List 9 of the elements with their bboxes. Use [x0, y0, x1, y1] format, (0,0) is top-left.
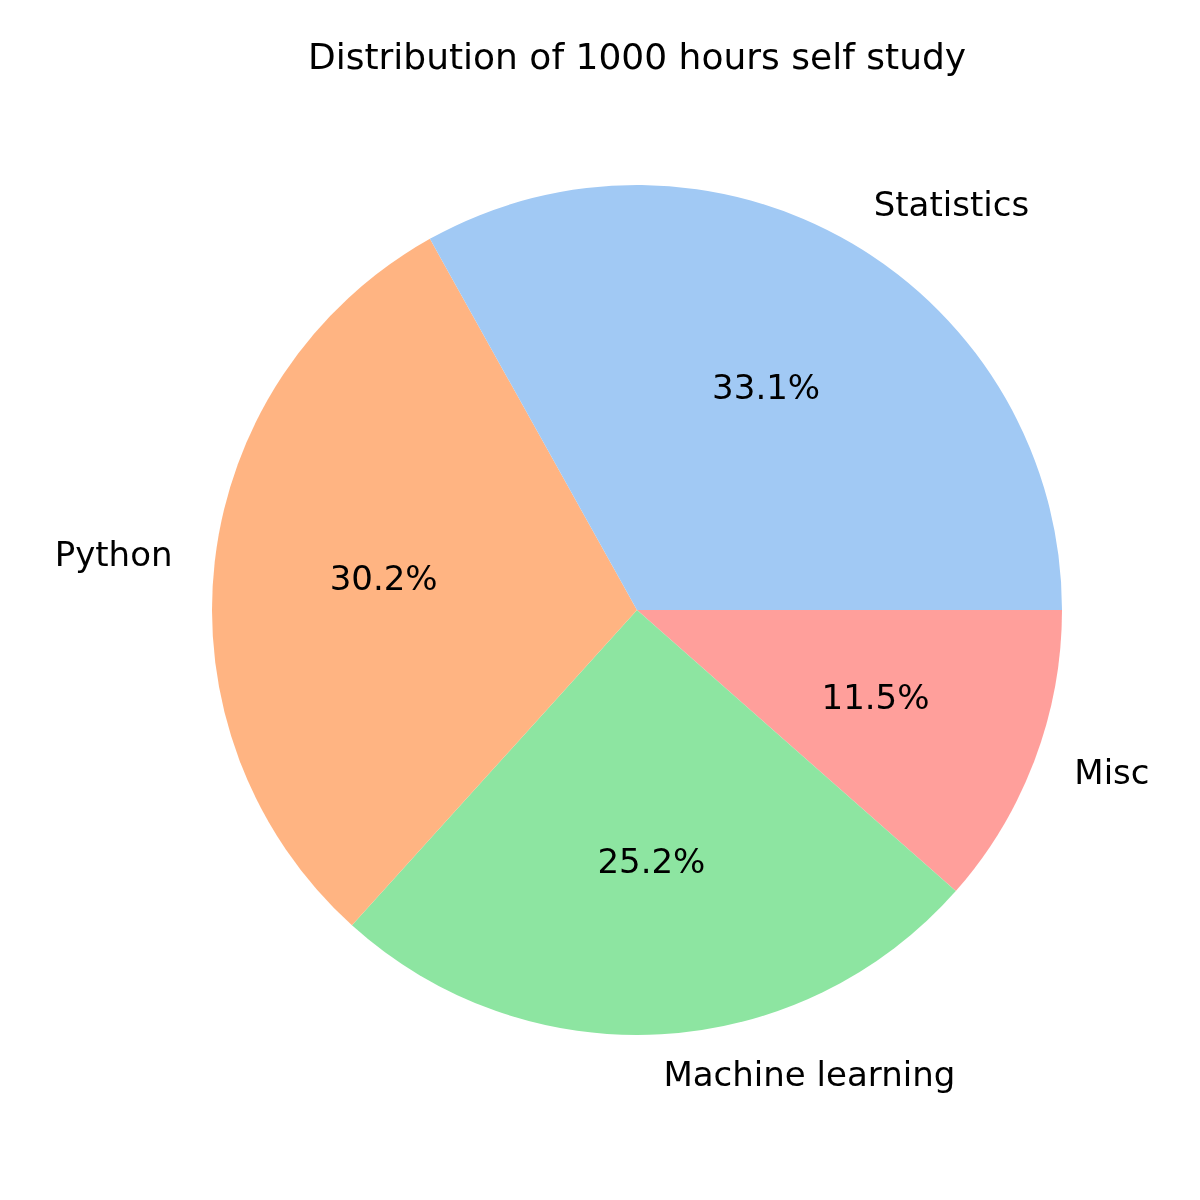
- data-label: 33.1%: [712, 366, 821, 407]
- slice-label: Misc: [1074, 752, 1150, 793]
- slice-label: Statistics: [873, 183, 1030, 224]
- chart-title: Distribution of 1000 hours self study: [307, 36, 967, 78]
- data-label: 25.2%: [597, 841, 706, 882]
- data-label: 30.2%: [329, 558, 438, 599]
- slice-label: Python: [54, 534, 173, 575]
- slice-label: Machine learning: [663, 1053, 956, 1094]
- data-label: 11.5%: [821, 676, 930, 717]
